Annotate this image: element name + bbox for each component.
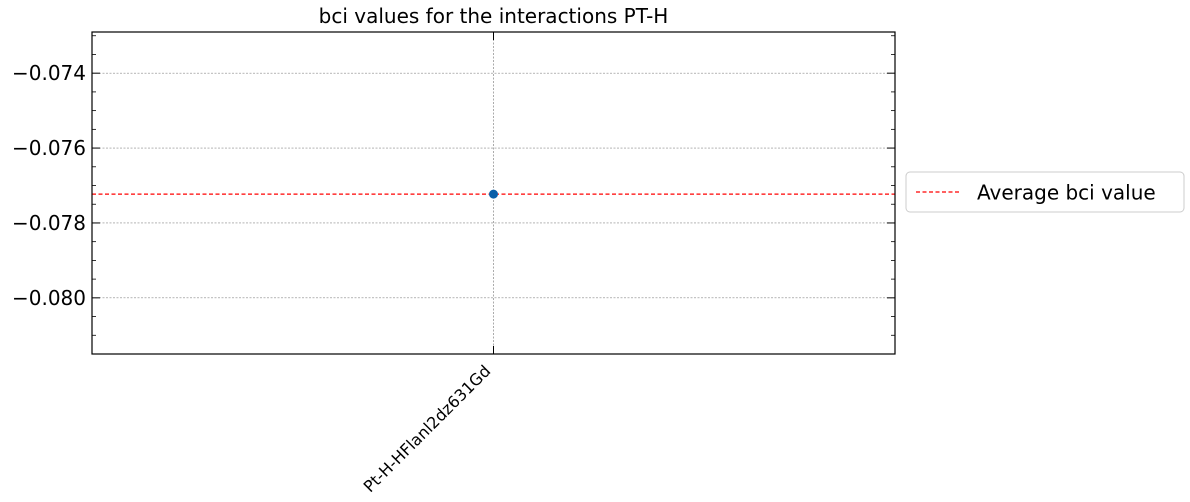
y-tick-label: −0.076 (12, 136, 86, 160)
legend: Average bci value (905, 171, 1185, 213)
chart-title: bci values for the interactions PT-H (319, 4, 669, 28)
plot-frame (91, 31, 896, 355)
y-tick-label: −0.080 (12, 286, 86, 310)
data-points (489, 189, 498, 199)
x-tick-label: Pt-H-HFlanl2dz631Gd (360, 361, 495, 496)
y-tick-label: −0.078 (12, 211, 86, 235)
legend-box (905, 171, 1185, 213)
legend-label-average: Average bci value (977, 181, 1156, 205)
y-tick-label: −0.074 (12, 61, 86, 85)
data-point (489, 189, 498, 199)
